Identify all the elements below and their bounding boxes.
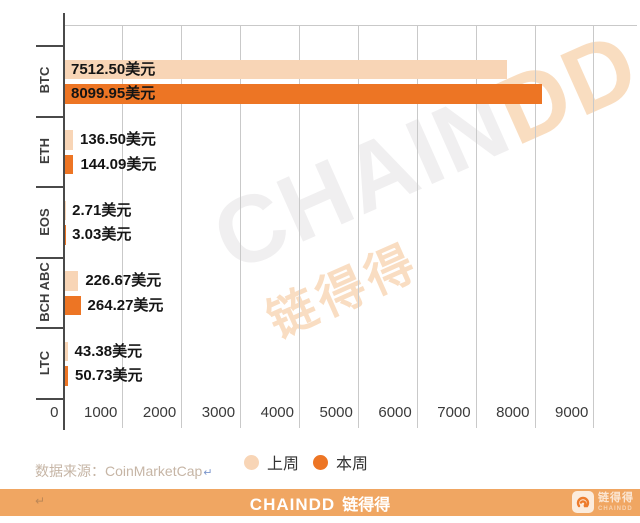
bar-value-label: 7512.50美元 <box>71 60 156 78</box>
bar-value-label: 226.67美元 <box>85 272 162 290</box>
legend-dot-this-week <box>313 454 328 470</box>
bar-value-label: 50.73美元 <box>74 367 143 385</box>
footer-brand-cn: 链得得 <box>342 496 391 514</box>
footer-return-mark-icon: ↵ <box>35 494 46 508</box>
data-source-row: 数据来源：CoinMarketCap↵ <box>35 463 212 479</box>
y-category-label: BCH ABC <box>37 262 52 322</box>
legend-item-this-week: 本周 <box>313 450 368 474</box>
gridline <box>240 25 242 428</box>
plot-top-border <box>63 25 637 26</box>
category-boundary-tick <box>36 186 63 189</box>
bar-value-label: 43.38美元 <box>74 342 143 360</box>
x-tick-label: 6000 <box>378 404 412 421</box>
bar-last-week-btc <box>65 59 508 79</box>
bar-this-week-eth <box>65 154 74 175</box>
chaindd-logo-icon <box>572 491 594 513</box>
gridline <box>181 25 183 428</box>
y-category-label: ETH <box>37 137 52 164</box>
bar-this-week-btc <box>65 84 542 104</box>
x-tick-label: 5000 <box>319 404 353 421</box>
x-tick-label: 9000 <box>555 404 589 421</box>
x-tick-label: 0 <box>50 404 59 421</box>
bar-this-week-ltc <box>65 366 68 386</box>
category-boundary-tick <box>36 45 63 47</box>
x-tick-label: 2000 <box>142 404 177 421</box>
bar-this-week-bch-abc <box>65 295 81 316</box>
footer-brand: CHAINDD 链得得 <box>250 491 390 515</box>
data-source-text: 数据来源：CoinMarketCap <box>35 463 203 479</box>
legend-item-last-week: 上周 <box>243 450 299 474</box>
bar-value-label: 3.03美元 <box>72 226 132 244</box>
category-boundary-tick <box>36 327 63 330</box>
gridline <box>122 25 124 428</box>
gridline <box>416 25 418 428</box>
bar-last-week-eth <box>65 130 74 150</box>
footer-banner: ↵ CHAINDD 链得得 链得得 CHAINDD <box>0 489 640 516</box>
gridline <box>357 25 359 428</box>
chart-legend: 上周 本周 <box>0 450 626 474</box>
category-boundary-tick <box>36 256 63 259</box>
legend-label-last-week: 上周 <box>266 456 299 473</box>
gridline <box>299 25 300 428</box>
bar-value-label: 264.27美元 <box>87 296 164 314</box>
gridline <box>475 25 477 428</box>
bar-value-label: 8099.95美元 <box>71 85 156 102</box>
footer-corner-brand-en: CHAINDD <box>598 505 633 512</box>
x-tick-label: 3000 <box>201 404 236 421</box>
legend-dot-last-week <box>243 454 259 470</box>
footer-corner-logo: 链得得 CHAINDD <box>572 491 634 513</box>
category-boundary-tick <box>36 115 63 118</box>
legend-label-this-week: 本周 <box>336 456 369 473</box>
x-tick-label: 4000 <box>260 404 294 421</box>
x-tick-label: 8000 <box>496 404 530 421</box>
category-boundary-tick <box>36 398 63 400</box>
gridline <box>534 25 536 428</box>
footer-corner-brand-cn: 链得得 <box>598 491 634 504</box>
watermark-brand: CHAINDD <box>198 7 640 294</box>
bar-value-label: 2.71美元 <box>72 201 132 219</box>
return-mark-icon: ↵ <box>203 467 213 479</box>
x-tick-label: 7000 <box>437 404 471 421</box>
x-tick-label: 1000 <box>84 404 118 421</box>
footer-brand-en: CHAINDD <box>249 494 336 514</box>
y-category-label: BTC <box>37 66 52 94</box>
bar-last-week-ltc <box>65 341 68 362</box>
y-category-label: EOS <box>37 207 52 236</box>
y-axis-line <box>62 13 65 430</box>
bar-value-label: 136.50美元 <box>80 131 156 149</box>
gridline <box>593 25 595 428</box>
y-category-label: LTC <box>37 350 52 375</box>
bar-value-label: 144.09美元 <box>80 155 157 173</box>
bar-last-week-bch-abc <box>65 271 79 291</box>
